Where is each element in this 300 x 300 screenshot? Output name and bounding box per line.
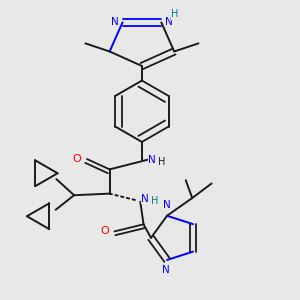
Text: N: N [141,194,149,204]
Text: H: H [158,157,166,167]
Text: N: N [165,17,173,27]
Text: N: N [163,200,171,210]
Text: N: N [111,17,119,27]
Text: H: H [171,9,178,19]
Text: H: H [151,196,158,206]
Text: O: O [100,226,109,236]
Text: N: N [148,155,156,165]
Text: N: N [161,265,169,275]
Text: O: O [72,154,81,164]
